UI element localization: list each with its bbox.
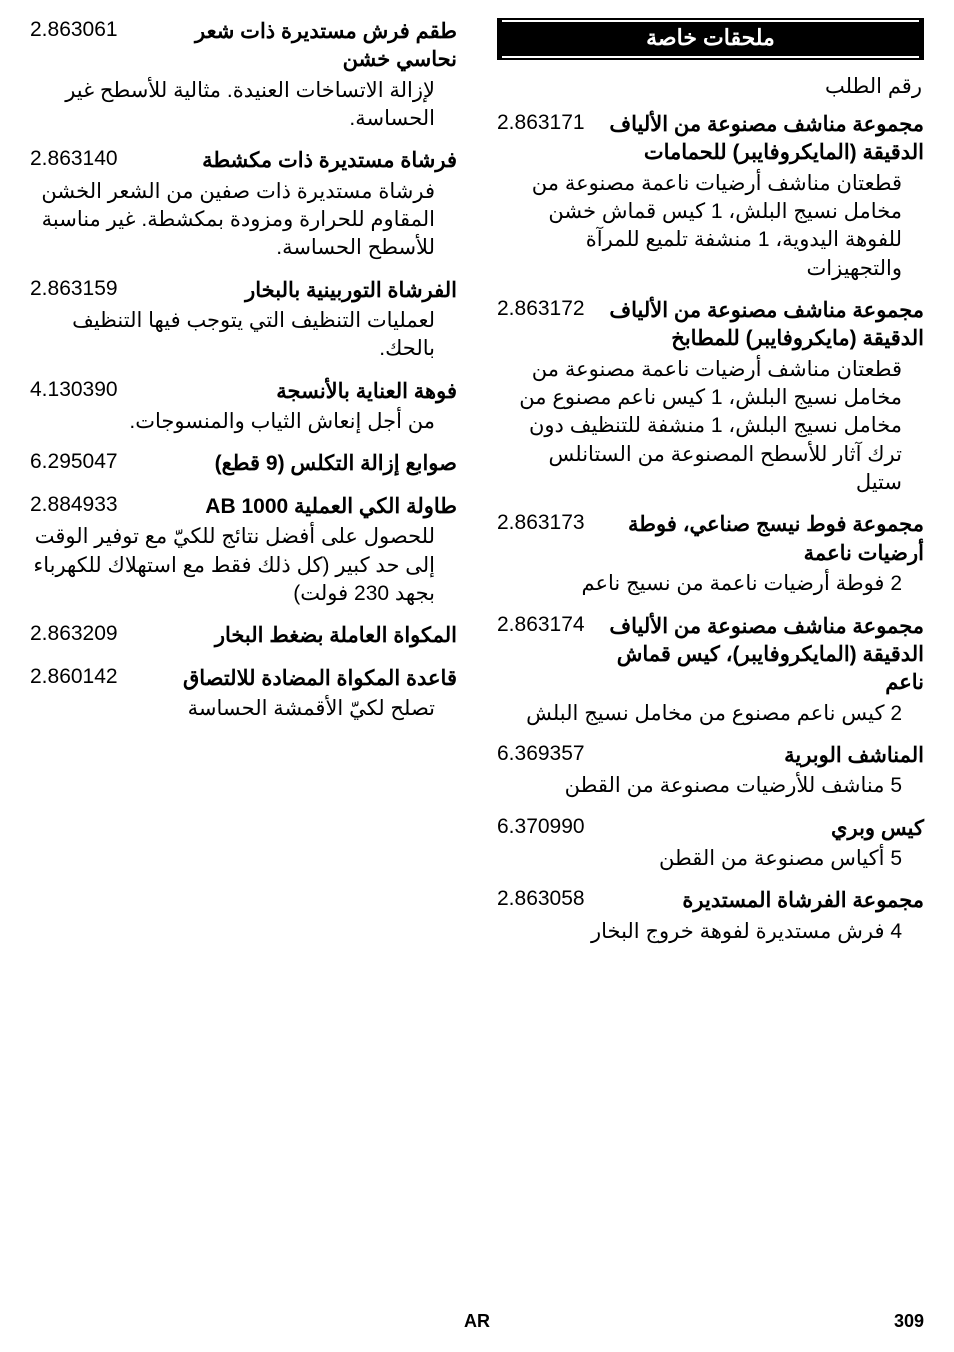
entry-number: 2.863171 bbox=[497, 111, 585, 135]
entry-head: الفرشاة التوربينية بالبخار 2.863159 bbox=[30, 277, 457, 305]
entry-title: الفرشاة التوربينية بالبخار bbox=[130, 277, 457, 305]
entry-number: 6.369357 bbox=[497, 742, 585, 766]
entry-title: صوابع إزالة التكلس (9 قطع) bbox=[130, 450, 457, 478]
entry-number: 2.863159 bbox=[30, 277, 118, 301]
entry-number: 2.863140 bbox=[30, 147, 118, 171]
entry-description: لعمليات التنظيف التي يتوجب فيها التنظيف … bbox=[30, 305, 457, 364]
entry-title: المكواة العاملة بضغط البخار bbox=[130, 622, 457, 650]
entry-head: طاولة الكي العملية AB 1000 2.884933 bbox=[30, 493, 457, 521]
entry-number: 2.884933 bbox=[30, 493, 118, 517]
accessory-entry: كيس وبري 6.370990 5 أكياس مصنوعة من القطن bbox=[497, 815, 924, 874]
entry-head: كيس وبري 6.370990 bbox=[497, 815, 924, 843]
entry-description: لإزالة الاتساخات العنيدة. مثالية للأسطح … bbox=[30, 75, 457, 134]
accessory-entry: مجموعة مناشف مصنوعة من الألياف الدقيقة (… bbox=[497, 613, 924, 728]
entry-head: قاعدة المكواة المضادة للالتصاق 2.860142 bbox=[30, 665, 457, 693]
entry-description: فرشاة مستديرة ذات صفين من الشعر الخشن ال… bbox=[30, 176, 457, 263]
entry-number: 6.370990 bbox=[497, 815, 585, 839]
entry-head: صوابع إزالة التكلس (9 قطع) 6.295047 bbox=[30, 450, 457, 478]
entry-number: 4.130390 bbox=[30, 378, 118, 402]
entry-title: المناشف الوبرية bbox=[597, 742, 924, 770]
entry-description: تصلح لكيّ الأقمشة الحساسة bbox=[30, 693, 457, 723]
entry-description: قطعتان مناشف أرضيات ناعمة مصنوعة من مخام… bbox=[497, 168, 924, 283]
entry-description: للحصول على أفضل نتائج للكيّ مع توفير الو… bbox=[30, 521, 457, 608]
entry-title: مجموعة مناشف مصنوعة من الألياف الدقيقة (… bbox=[597, 111, 924, 168]
footer-lang: AR bbox=[464, 1311, 490, 1332]
entry-description: من أجل إنعاش الثياب والمنسوجات. bbox=[30, 406, 457, 436]
accessory-entry: مجموعة مناشف مصنوعة من الألياف الدقيقة (… bbox=[497, 111, 924, 283]
entry-title: كيس وبري bbox=[597, 815, 924, 843]
entry-head: فرشاة مستديرة ذات مكشطة 2.863140 bbox=[30, 147, 457, 175]
entry-head: مجموعة مناشف مصنوعة من الألياف الدقيقة (… bbox=[497, 297, 924, 354]
entry-number: 2.860142 bbox=[30, 665, 118, 689]
entry-number: 2.863174 bbox=[497, 613, 585, 637]
accessory-entry: مجموعة الفرشاة المستديرة 2.863058 4 فرش مس… bbox=[497, 887, 924, 946]
sub-heading: رقم الطلب bbox=[497, 74, 924, 99]
left-column: طقم فرش مستديرة ذات شعر نحاسي خشن 2.86306… bbox=[30, 18, 457, 960]
entry-description: 5 أكياس مصنوعة من القطن bbox=[497, 843, 924, 873]
entry-title: فرشاة مستديرة ذات مكشطة bbox=[130, 147, 457, 175]
entry-head: مجموعة مناشف مصنوعة من الألياف الدقيقة (… bbox=[497, 613, 924, 698]
entry-title: قاعدة المكواة المضادة للالتصاق bbox=[130, 665, 457, 693]
entry-title: فوهة العناية بالأنسجة bbox=[130, 378, 457, 406]
entry-number: 2.863061 bbox=[30, 18, 118, 42]
entry-number: 6.295047 bbox=[30, 450, 118, 474]
entry-head: مجموعة فوط نيسج صناعي، فوطة أرضيات ناعمة… bbox=[497, 511, 924, 568]
accessory-entry: فوهة العناية بالأنسجة 4.130390 من أجل إنعا… bbox=[30, 378, 457, 437]
entry-title: طقم فرش مستديرة ذات شعر نحاسي خشن bbox=[130, 18, 457, 75]
accessory-entry: الفرشاة التوربينية بالبخار 2.863159 لعمليا… bbox=[30, 277, 457, 364]
entry-number: 2.863058 bbox=[497, 887, 585, 911]
entry-head: مجموعة مناشف مصنوعة من الألياف الدقيقة (… bbox=[497, 111, 924, 168]
accessory-entry: طقم فرش مستديرة ذات شعر نحاسي خشن 2.86306… bbox=[30, 18, 457, 133]
accessory-entry: فرشاة مستديرة ذات مكشطة2.863140فرشاة مست… bbox=[30, 147, 457, 262]
entry-description: 5 مناشف للأرضيات مصنوعة من القطن bbox=[497, 770, 924, 800]
accessory-entry: المكواة العاملة بضغط البخار 2.863209 bbox=[30, 622, 457, 650]
accessory-entry: قاعدة المكواة المضادة للالتصاق 2.860142 تص… bbox=[30, 665, 457, 724]
entry-title: مجموعة فوط نيسج صناعي، فوطة أرضيات ناعمة bbox=[597, 511, 924, 568]
entry-number: 2.863173 bbox=[497, 511, 585, 535]
accessory-entry: المناشف الوبرية 6.369357 5 مناشف للأرضيات … bbox=[497, 742, 924, 801]
entry-title: مجموعة الفرشاة المستديرة bbox=[597, 887, 924, 915]
entry-title: مجموعة مناشف مصنوعة من الألياف الدقيقة (… bbox=[597, 613, 924, 698]
entry-title: مجموعة مناشف مصنوعة من الألياف الدقيقة (… bbox=[597, 297, 924, 354]
entry-head: مجموعة الفرشاة المستديرة 2.863058 bbox=[497, 887, 924, 915]
accessory-entry: مجموعة مناشف مصنوعة من الألياف الدقيقة (… bbox=[497, 297, 924, 497]
right-column: ملحقات خاصة رقم الطلب مجموعة مناشف مصنوع… bbox=[497, 18, 924, 960]
entry-number: 2.863172 bbox=[497, 297, 585, 321]
entry-description: 2 فوطة أرضيات ناعمة من نسيج ناعم bbox=[497, 568, 924, 598]
entry-head: المكواة العاملة بضغط البخار 2.863209 bbox=[30, 622, 457, 650]
entry-number: 2.863209 bbox=[30, 622, 118, 646]
entry-description: 4 فرش مستديرة لفوهة خروج البخار bbox=[497, 916, 924, 946]
entry-head: طقم فرش مستديرة ذات شعر نحاسي خشن 2.86306… bbox=[30, 18, 457, 75]
entry-head: المناشف الوبرية 6.369357 bbox=[497, 742, 924, 770]
accessory-entry: طاولة الكي العملية AB 1000 2.884933 للحصول… bbox=[30, 493, 457, 608]
accessory-entry: مجموعة فوط نيسج صناعي، فوطة أرضيات ناعمة… bbox=[497, 511, 924, 598]
entry-description: 2 كيس ناعم مصنوع من مخامل نسيج البلش bbox=[497, 698, 924, 728]
footer-page-number: 309 bbox=[894, 1311, 924, 1332]
section-header: ملحقات خاصة bbox=[497, 18, 924, 60]
entry-title: طاولة الكي العملية AB 1000 bbox=[130, 493, 457, 521]
page-footer: AR 309 bbox=[30, 1311, 924, 1332]
accessory-entry: صوابع إزالة التكلس (9 قطع) 6.295047 bbox=[30, 450, 457, 478]
entry-head: فوهة العناية بالأنسجة 4.130390 bbox=[30, 378, 457, 406]
entry-description: قطعتان مناشف أرضيات ناعمة مصنوعة من مخام… bbox=[497, 354, 924, 498]
